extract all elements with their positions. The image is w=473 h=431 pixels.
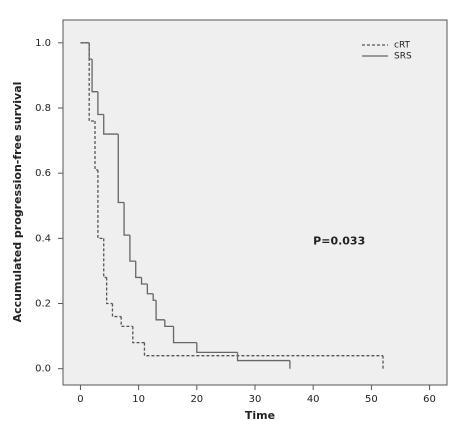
survival-step (132, 326, 145, 344)
survival-step (91, 59, 98, 93)
survival-step (143, 342, 383, 357)
survival-step (152, 293, 157, 301)
survival-step (88, 42, 95, 122)
y-tick-label: 0.8 (35, 103, 51, 114)
y-tick-label: 0.4 (35, 233, 51, 244)
survival-step (88, 42, 93, 60)
survival-step (123, 202, 130, 236)
x-axis-title: Time (245, 409, 275, 422)
x-tick-label: 30 (249, 394, 262, 405)
x-tick-label: 10 (132, 394, 145, 405)
survival-step (97, 91, 104, 116)
y-tick-label: 0.0 (35, 364, 51, 375)
survival-step (103, 238, 107, 279)
survival-step (135, 261, 142, 279)
annotation: P=0.033 (313, 235, 365, 248)
x-tick-label: 0 (77, 394, 83, 405)
x-tick-label: 20 (190, 394, 203, 405)
survival-step (129, 235, 136, 262)
survival-step (236, 352, 290, 362)
survival-step (103, 114, 119, 135)
legend-label: SRS (394, 52, 412, 62)
x-tick-label: 60 (423, 394, 436, 405)
survival-step (164, 319, 174, 327)
survival-step (120, 316, 133, 327)
x-tick-label: 40 (307, 394, 320, 405)
survival-step (196, 342, 238, 354)
y-tick-label: 0.6 (35, 168, 51, 179)
y-axis-title: Accumulated progression-free survival (11, 82, 24, 323)
y-tick-label: 1.0 (35, 38, 51, 49)
plot-area (62, 19, 448, 386)
survival-step (117, 134, 125, 204)
survival-step (146, 283, 154, 295)
survival-step (140, 277, 148, 285)
survival-step (94, 121, 98, 171)
survival-step (155, 300, 165, 321)
x-tick-label: 50 (365, 394, 378, 405)
survival-step (172, 326, 197, 344)
legend-label: cRT (394, 41, 411, 51)
survival-step (105, 277, 113, 305)
survival-step (97, 169, 104, 239)
y-tick-label: 0.2 (35, 299, 51, 310)
